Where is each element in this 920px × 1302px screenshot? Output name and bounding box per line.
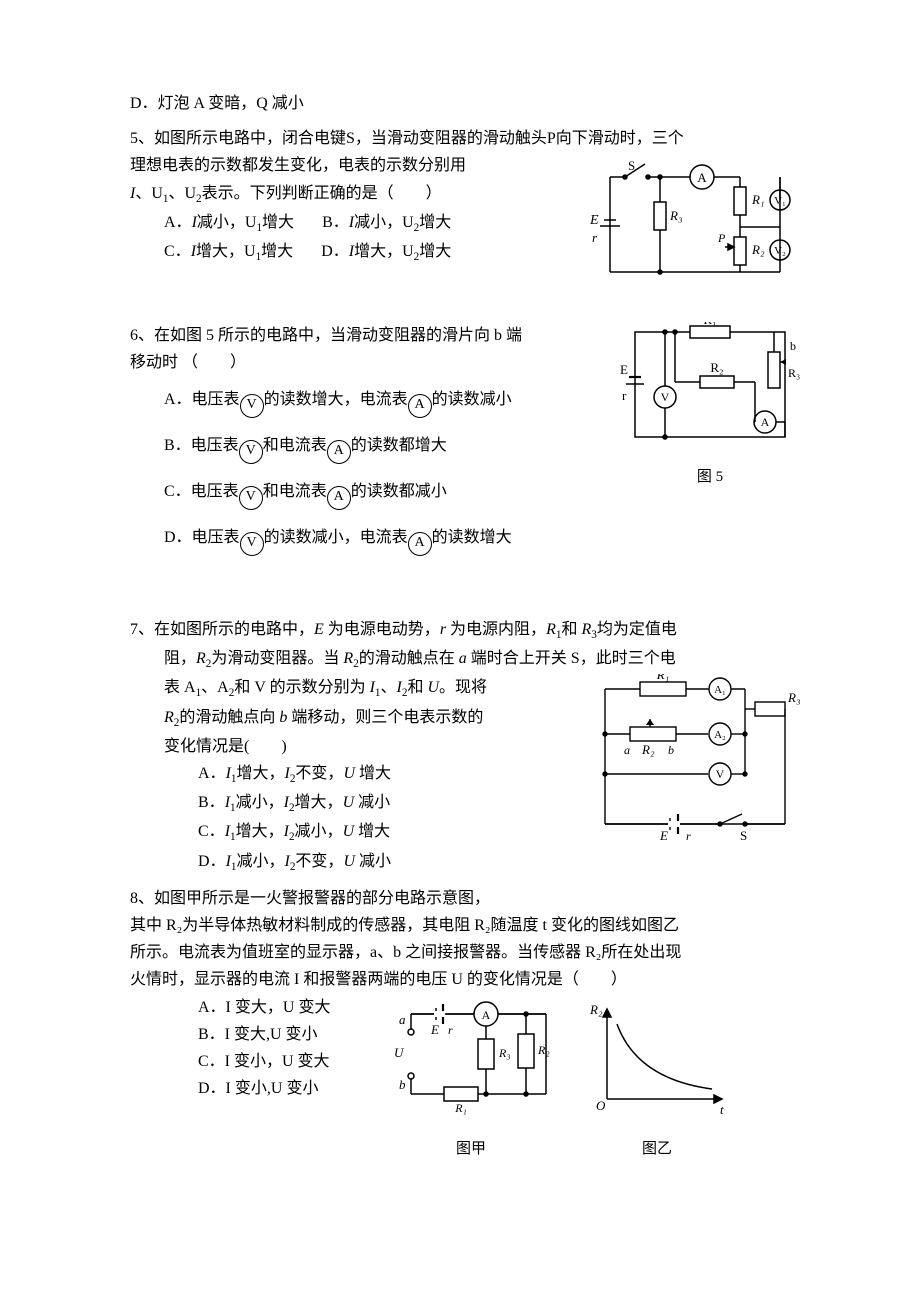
q6-stem-l2: 移动时 （ ） (130, 349, 604, 376)
svg-text:A: A (697, 170, 707, 185)
q7-optB: B．I1减小，I2增大，U 减小 (130, 789, 574, 818)
svg-text:R₃: R₃ (788, 366, 800, 380)
svg-text:R₁: R₁ (656, 674, 669, 682)
svg-text:O: O (596, 1098, 606, 1113)
svg-text:r: r (592, 230, 598, 245)
q7-optA: A．I1增大，I2不变，U 增大 (130, 760, 574, 789)
q8: 8、如图甲所示是一火警报警器的部分电路示意图， 其中 R₂为半导体热敏材料制成的… (130, 885, 800, 1162)
q7-stem-l4: R2的滑动触点向 b 端移动，则三个电表示数的 (130, 704, 574, 733)
q6-optA: A．电压表V的读数增大，电流表A的读数减小 (130, 386, 604, 418)
q6-caption: 图 5 (620, 465, 800, 491)
svg-text:A: A (761, 415, 770, 429)
svg-text:E: E (430, 1022, 439, 1037)
q6-stem-l1: 6、在如图 5 所示的电路中，当滑动变阻器的滑片向 b 端 (130, 322, 604, 349)
svg-text:b: b (668, 743, 674, 757)
svg-text:b: b (790, 339, 796, 353)
q5-stem-l2: 理想电表的示数都发生变化，电表的示数分别用 (130, 152, 574, 179)
svg-text:b: b (399, 1077, 406, 1092)
q5-opts-row1: A．I减小，U1增大 B．I减小，U2增大 (130, 209, 574, 238)
q7-stem-l5: 变化情况是( ) (130, 733, 574, 760)
voltmeter-icon: V (240, 394, 264, 418)
q6-figure: R₁ R₂ b R₃ V A E r 图 5 (620, 322, 800, 491)
q8-optB: B．I 变大,U 变小 (130, 1021, 360, 1048)
svg-text:E: E (659, 828, 668, 843)
svg-text:V₁: V₁ (774, 195, 786, 207)
q8-optC: C．I 变小，U 变大 (130, 1048, 360, 1075)
svg-text:R₁: R₁ (751, 192, 764, 207)
svg-text:R₁: R₁ (454, 1101, 467, 1115)
svg-text:A: A (482, 1008, 491, 1022)
q8-stem-l3: 所示。电流表为值班室的显示器，a、b 之间接报警器。当传感器 R₂所在处出现 (130, 939, 800, 966)
svg-text:E: E (620, 362, 628, 377)
svg-text:a: a (399, 1012, 406, 1027)
svg-text:t: t (720, 1102, 724, 1117)
svg-text:P: P (717, 231, 726, 245)
voltmeter-icon: V (239, 486, 263, 510)
q4-optD-text: D．灯泡 A 变暗，Q 减小 (130, 95, 304, 112)
q8-stem-l1: 8、如图甲所示是一火警报警器的部分电路示意图， (130, 885, 800, 912)
svg-text:r: r (448, 1023, 453, 1037)
q7-stem-l3: 表 A1、A2和 V 的示数分别为 I1、I2和 U。现将 (130, 674, 574, 703)
svg-text:U: U (394, 1045, 405, 1060)
q7-optD: D．I1减小，I2不变，U 减小 (130, 848, 574, 877)
svg-text:a: a (624, 743, 630, 757)
svg-text:V: V (661, 390, 670, 404)
ammeter-icon: A (327, 486, 351, 510)
q5-opts-row2: C．I增大，U1增大 D．I增大，U2增大 (130, 238, 574, 267)
ammeter-icon: A (408, 394, 432, 418)
q5-stem-l3: I、U1、U2表示。下列判断正确的是（ ） (130, 180, 574, 209)
q5-stem-l1: 5、如图所示电路中，闭合电键S，当滑动变阻器的滑动触头P向下滑动时，三个 (130, 125, 800, 152)
q7-stem-l2: 阻，R2为滑动变阻器。当 R2的滑动触点在 a 端时合上开关 S，此时三个电 (130, 645, 800, 674)
q7-figure: R₁ A₁ R₃ a R₂ b A₂ V E r S (590, 674, 800, 853)
q5-figure: A V₁ V₂ S E r R₁ R₂ R₃ P (590, 152, 800, 311)
q8-stem-l4: 火情时，显示器的电流 I 和报警器两端的电压 U 的变化情况是（ ） (130, 966, 800, 993)
q8-figure-2: R₂ t O 图乙 (582, 994, 732, 1163)
voltmeter-icon: V (239, 440, 263, 464)
q6-optC: C．电压表V和电流表A的读数都减小 (130, 478, 604, 510)
q7: 7、在如图所示的电路中，E 为电源电动势，r 为电源内阻，R1和 R3均为定值电… (130, 616, 800, 877)
svg-text:A₂: A₂ (714, 729, 726, 741)
svg-text:V: V (716, 767, 725, 781)
svg-text:R₂: R₂ (710, 360, 723, 375)
svg-text:A₁: A₁ (714, 684, 726, 696)
q7-optC: C．I1增大，I2减小，U 增大 (130, 818, 574, 847)
svg-text:V₂: V₂ (774, 245, 786, 257)
svg-text:R₃: R₃ (669, 208, 682, 223)
svg-text:S: S (628, 158, 635, 173)
svg-text:R₂: R₂ (641, 742, 655, 757)
svg-text:R₃: R₃ (787, 690, 800, 705)
svg-text:r: r (686, 829, 691, 843)
q8-optA: A．I 变大，U 变大 (130, 994, 360, 1021)
q6-optD: D．电压表V的读数减小，电流表A的读数增大 (130, 524, 604, 556)
q5: 5、如图所示电路中，闭合电键S，当滑动变阻器的滑动触头P向下滑动时，三个 理想电… (130, 125, 800, 311)
q8-caption-1: 图甲 (376, 1137, 566, 1163)
svg-text:R₃: R₃ (498, 1046, 511, 1060)
svg-text:r: r (622, 388, 627, 403)
svg-text:R₂: R₂ (589, 1002, 603, 1017)
ammeter-icon: A (408, 532, 432, 556)
svg-text:R₂: R₂ (537, 1043, 550, 1057)
q8-caption-2: 图乙 (582, 1137, 732, 1163)
svg-text:R₁: R₁ (703, 322, 716, 327)
q4-optD: D．灯泡 A 变暗，Q 减小 (130, 90, 800, 117)
ammeter-icon: A (327, 440, 351, 464)
svg-text:R₂: R₂ (751, 242, 765, 257)
q7-stem-l1: 7、在如图所示的电路中，E 为电源电动势，r 为电源内阻，R1和 R3均为定值电 (130, 616, 800, 645)
q6-optB: B．电压表V和电流表A的读数都增大 (130, 432, 604, 464)
q8-optD: D．I 变小,U 变小 (130, 1075, 360, 1102)
voltmeter-icon: V (240, 532, 264, 556)
q6: 6、在如图 5 所示的电路中，当滑动变阻器的滑片向 b 端 移动时 （ ） A．… (130, 322, 800, 556)
svg-text:S: S (740, 828, 747, 843)
q8-figure-1: a b U E r A R₃ R₂ R₁ 图甲 (376, 994, 566, 1163)
q8-stem-l2: 其中 R₂为半导体热敏材料制成的传感器，其电阻 R₂随温度 t 变化的图线如图乙 (130, 912, 800, 939)
svg-text:E: E (590, 213, 599, 228)
